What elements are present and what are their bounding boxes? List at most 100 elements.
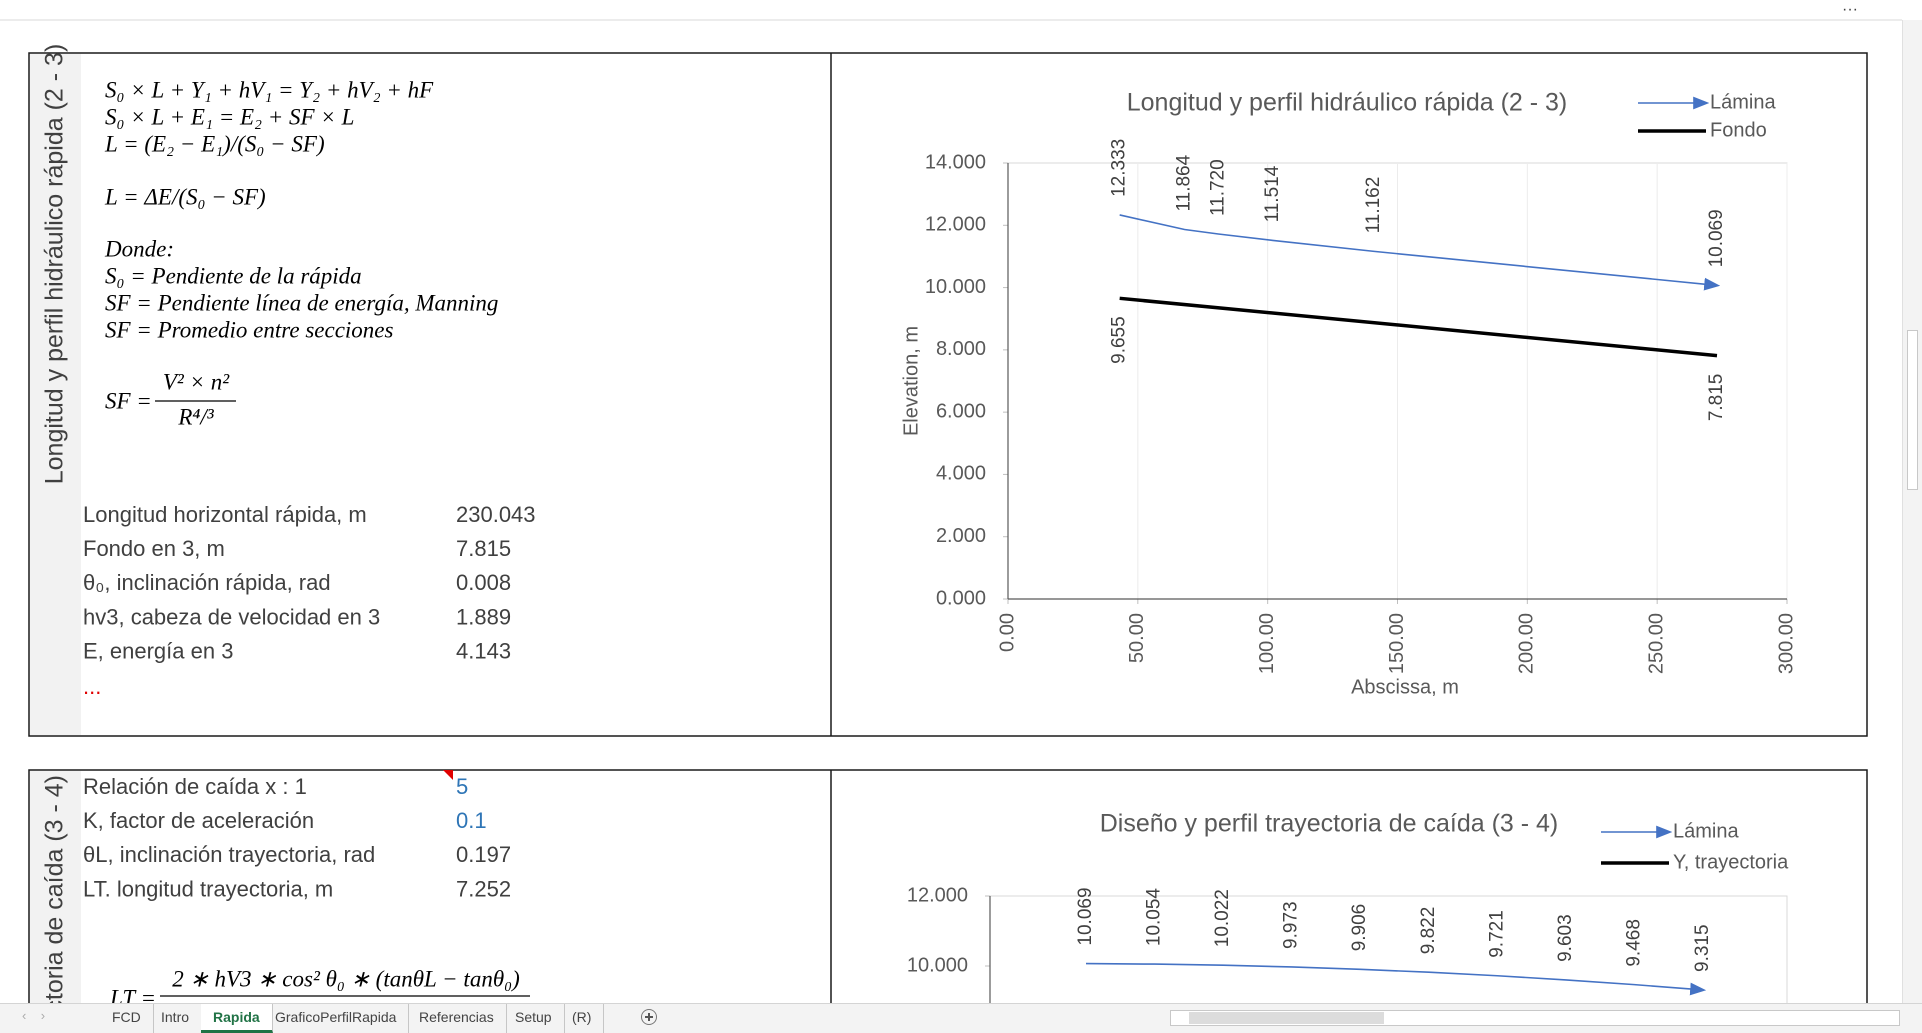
row-label: θ₀, inclinación rápida, rad: [83, 570, 331, 595]
y-axis-label: Elevation, m: [900, 326, 922, 436]
sheet-tab[interactable]: (R): [560, 1004, 605, 1033]
row-label: hv3, cabeza de velocidad en 3: [83, 604, 380, 629]
formula: V² × n²: [163, 369, 230, 394]
data-label: 9.315: [1692, 924, 1713, 972]
y-tick-label: 8.000: [936, 338, 986, 360]
data-label: 9.822: [1418, 907, 1439, 955]
legend-label: Lámina: [1673, 820, 1739, 842]
row-label: Relación de caída x : 1: [83, 774, 307, 799]
data-label: 9.906: [1349, 904, 1370, 952]
row-value: 1.889: [456, 604, 511, 629]
x-axis-label: Abscissa, m: [1351, 676, 1459, 698]
side-band: [30, 54, 81, 735]
chart-title: Diseño y perfil trayectoria de caída (3 …: [1100, 810, 1559, 838]
formula: LT =: [109, 985, 156, 1003]
data-label: 9.603: [1555, 914, 1576, 962]
horizontal-scrollbar[interactable]: [1170, 1010, 1900, 1026]
row-label: θL, inclinación trayectoria, rad: [83, 842, 375, 867]
scroll-thumb[interactable]: [1189, 1012, 1384, 1024]
side-band: [30, 771, 81, 1003]
sheet-tab[interactable]: GraficoPerfilRapida: [263, 1004, 410, 1033]
sheet-tabs: ‹ › FCD Intro Rapida GraficoPerfilRapida Refe…: [0, 1003, 1922, 1033]
row-label: Fondo en 3, m: [83, 536, 225, 561]
row-value: 7.252: [456, 876, 511, 901]
add-sheet[interactable]: [641, 1009, 657, 1025]
legend-label: Lámina: [1710, 91, 1776, 113]
sheet-tab[interactable]: Setup: [503, 1004, 565, 1033]
x-tick-label: 0.00: [996, 613, 1018, 652]
formula: S₀ × L + E₁ = E₂ + SF × L: [105, 104, 354, 129]
tab-nav[interactable]: ‹ ›: [22, 1008, 72, 1028]
comment-indicator: [443, 770, 453, 780]
chart-title: Longitud y perfil hidráulico rápida (2 -…: [1127, 89, 1568, 117]
y-tick-label: 0.000: [936, 587, 986, 609]
data-label: 9.468: [1623, 919, 1644, 967]
sheet-tab[interactable]: Rapida: [201, 1004, 273, 1033]
y-tick-label: 6.000: [936, 400, 986, 422]
data-label: 9.973: [1281, 901, 1302, 949]
y-tick-label: 4.000: [936, 463, 986, 485]
data-label: 10.022: [1212, 889, 1233, 947]
row-value: 230.043: [456, 502, 536, 527]
formula: R⁴/³: [177, 404, 214, 429]
x-tick-label: 250.00: [1645, 613, 1667, 674]
data-label: 10.054: [1144, 888, 1165, 947]
row-value: 0.008: [456, 570, 511, 595]
sheet-tab[interactable]: Referencias: [407, 1004, 507, 1033]
data-label: 11.162: [1363, 177, 1384, 234]
row-value: 0.197: [456, 842, 511, 867]
series-line: [1119, 296, 1718, 358]
row-label: LT. longitud trayectoria, m: [83, 876, 333, 901]
x-tick-label: 50.00: [1126, 613, 1148, 663]
legend-label: Fondo: [1710, 119, 1767, 141]
data-label: 11.514: [1262, 165, 1283, 222]
formula: 2 ∗ hV3 ∗ cos² θ₀ ∗ (tanθL − tanθ₀): [172, 966, 520, 991]
formula: L = ΔE/(S₀ − SF): [104, 184, 266, 209]
data-label: 7.815: [1706, 374, 1727, 422]
formula: SF =: [105, 388, 152, 413]
sheet-tab[interactable]: Intro: [149, 1004, 203, 1033]
x-tick-label: 150.00: [1386, 613, 1408, 674]
y-tick-label: 12.000: [907, 884, 968, 906]
data-label: 10.069: [1706, 209, 1727, 267]
x-tick-label: 300.00: [1775, 613, 1797, 674]
formula: SF = Promedio entre secciones: [105, 317, 394, 342]
formula: S₀ = Pendiente de la rápida: [105, 263, 362, 288]
scroll-thumb[interactable]: [1907, 330, 1918, 490]
row-value: 4.143: [456, 639, 511, 664]
x-tick-label: 200.00: [1516, 613, 1538, 674]
prev-arrow[interactable]: ‹: [22, 1008, 27, 1023]
y-tick-label: 14.000: [925, 151, 986, 173]
row-label: K, factor de aceleración: [83, 808, 314, 833]
more-options[interactable]: ···: [1842, 1, 1858, 18]
x-tick-label: 100.00: [1256, 613, 1278, 674]
data-label: 12.333: [1109, 139, 1130, 197]
sheet-tab[interactable]: FCD: [100, 1004, 154, 1033]
data-label: 11.864: [1174, 154, 1195, 211]
ellipsis: ...: [83, 674, 101, 699]
row-label: E, energía en 3: [83, 639, 233, 664]
data-label: 10.069: [1075, 887, 1096, 945]
data-label: 9.721: [1486, 910, 1507, 958]
vertical-scrollbar[interactable]: [1902, 20, 1922, 1003]
plot-area: [989, 895, 1788, 1003]
worksheet: ··· Longitud y perfil hidráulico rápida …: [0, 1, 1902, 1003]
side-label: ectoria de caída (3 - 4): [41, 775, 69, 1003]
series-line: [1085, 962, 1707, 996]
top-panel: [28, 52, 1868, 737]
y-tick-label: 2.000: [936, 525, 986, 547]
formula: L = (E₂ − E₁)/(S₀ − SF): [104, 131, 325, 156]
y-tick-label: 10.000: [925, 276, 986, 298]
row-value: 7.815: [456, 536, 511, 561]
formula: S₀ × L + Y₁ + hV₁ = Y₂ + hV₂ + hF: [105, 77, 434, 102]
side-label: Longitud y perfil hidráulico rápida (2 -…: [41, 44, 69, 485]
data-label: 11.720: [1207, 159, 1228, 216]
y-tick-label: 12.000: [925, 214, 986, 236]
y-tick-label: 10.000: [907, 954, 968, 976]
row-label: Longitud horizontal rápida, m: [83, 502, 367, 527]
series-line: [1119, 214, 1721, 291]
data-label: 9.655: [1109, 316, 1130, 364]
formula: SF = Pendiente línea de energía, Manning: [105, 290, 498, 315]
next-arrow[interactable]: ›: [40, 1008, 46, 1023]
